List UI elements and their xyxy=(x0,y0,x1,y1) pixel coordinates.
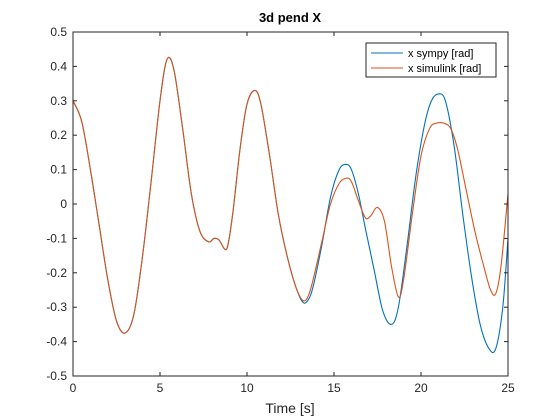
x-tick-label: 5 xyxy=(157,381,164,395)
x-tick-label: 15 xyxy=(327,381,341,395)
y-axis: -0.5 -0.4 -0.3 -0.2 -0.1 0 0.1 0.2 0.3 0.4 0.5 xyxy=(46,25,508,383)
x-tick-label: 25 xyxy=(501,381,515,395)
series-line-simulink xyxy=(73,56,508,334)
x-tick-label: 0 xyxy=(70,381,77,395)
legend-label-simulink: x simulink [rad] xyxy=(408,63,481,75)
y-tick-label: 0.2 xyxy=(50,128,67,142)
y-tick-label: 0.3 xyxy=(50,94,67,108)
y-tick-label: -0.4 xyxy=(46,335,67,349)
series-layer xyxy=(73,56,508,354)
y-tick-label: 0 xyxy=(60,197,67,211)
chart-title: 3d pend X xyxy=(259,10,321,25)
x-tick-label: 20 xyxy=(414,381,428,395)
y-tick-label: -0.1 xyxy=(46,231,67,245)
legend: x sympy [rad] x simulink [rad] xyxy=(365,42,497,78)
y-tick-label: 0.1 xyxy=(50,163,67,177)
series-line-sympy xyxy=(73,56,508,354)
y-tick-label: 0.5 xyxy=(50,25,67,39)
y-tick-label: 0.4 xyxy=(50,59,67,73)
y-tick-label: -0.5 xyxy=(46,369,67,383)
y-tick-label: -0.3 xyxy=(46,300,67,314)
axes-box xyxy=(72,31,509,377)
y-tick-label: -0.2 xyxy=(46,266,67,280)
x-axis: 0 5 10 15 20 25 xyxy=(70,32,515,395)
plot-area: 0 5 10 15 20 25 -0.5 -0.4 -0.3 -0.2 -0.1 0 0.1 0.2 0.… xyxy=(46,25,515,395)
legend-label-sympy: x sympy [rad] xyxy=(408,48,473,60)
x-tick-label: 10 xyxy=(240,381,254,395)
legend-box xyxy=(365,42,497,78)
x-axis-label: Time [s] xyxy=(265,400,314,416)
